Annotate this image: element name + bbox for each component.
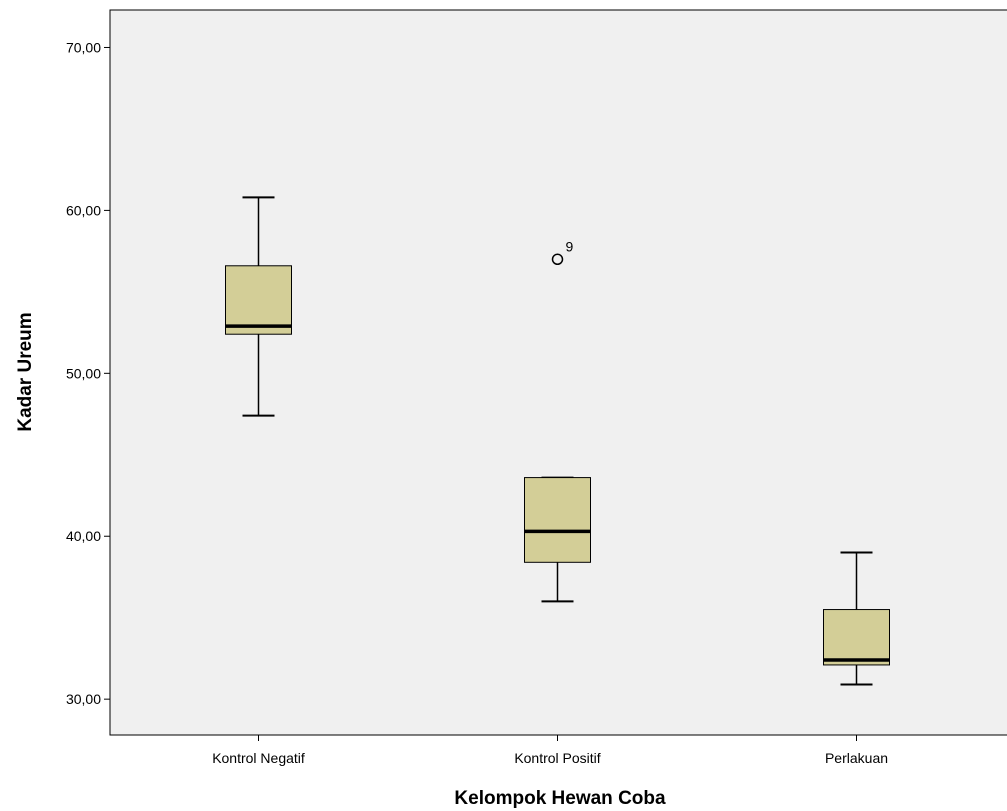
y-axis-title: Kadar Ureum <box>15 312 36 431</box>
y-tick-label: 40,00 <box>66 528 101 544</box>
x-tick-label: Kontrol Positif <box>514 750 600 766</box>
x-tick-label: Perlakuan <box>825 750 888 766</box>
outlier-point <box>551 253 564 266</box>
y-tick-label: 70,00 <box>66 39 101 55</box>
x-axis-title: Kelompok Hewan Coba <box>454 788 666 809</box>
x-tick-label: Kontrol Negatif <box>212 750 305 766</box>
y-tick-label: 50,00 <box>66 365 101 381</box>
box <box>524 477 591 563</box>
box-group: 9 <box>524 238 591 603</box>
outlier-label: 9 <box>566 238 574 254</box>
box-group <box>225 196 292 417</box>
y-tick-label: 60,00 <box>66 202 101 218</box>
boxes: 9 <box>225 196 890 686</box>
box <box>225 265 292 335</box>
y-tick-label: 30,00 <box>66 691 101 707</box>
x-axis: Kontrol Negatif Kontrol Positif Perlakuan <box>212 735 888 766</box>
box <box>823 609 890 666</box>
box-group <box>823 551 890 686</box>
y-axis: 30,00 40,00 50,00 60,00 70,00 <box>66 39 110 707</box>
